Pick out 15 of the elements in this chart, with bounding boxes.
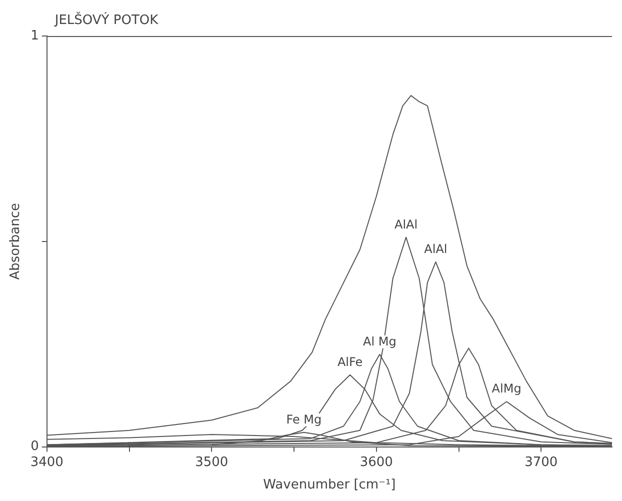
y-axis-title: Absorbance: [8, 202, 24, 280]
annotation: AlAl: [424, 242, 448, 256]
annotation: AlFe: [337, 355, 363, 370]
x-tick-label: 3600: [360, 454, 393, 470]
annotation: Al Mg: [363, 334, 396, 348]
y-tick-label: 0: [30, 439, 39, 454]
x-tick-label: 3400: [30, 454, 64, 470]
x-tick-label: 3700: [524, 454, 558, 470]
x-tick-label: 3500: [195, 454, 228, 470]
chart-title: JELŠOVÝ POTOK: [54, 11, 159, 28]
annotation: AlMg: [492, 382, 522, 396]
y-tick-label: 1: [30, 28, 39, 44]
x-axis-title: Wavenumber [cm⁻¹]: [263, 478, 396, 493]
annotation: Fe Mg: [286, 412, 322, 427]
annotation: AlAl: [394, 217, 418, 232]
